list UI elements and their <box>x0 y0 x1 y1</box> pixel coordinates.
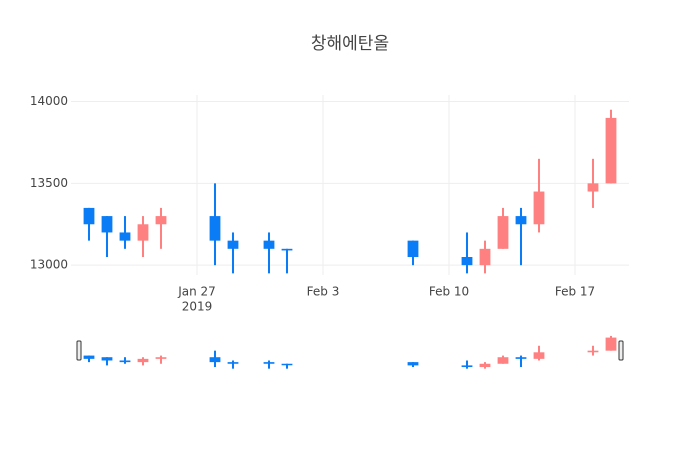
slider-candle-body <box>515 357 527 359</box>
x-tick-label: Jan 27 <box>177 285 216 299</box>
slider-candle-body <box>155 357 167 359</box>
range-slider[interactable] <box>71 330 629 372</box>
candle-body <box>281 248 293 251</box>
candle-body <box>497 216 509 249</box>
x-tick-label: Feb 10 <box>429 285 469 299</box>
slider-candle-body <box>227 362 239 364</box>
candle-body <box>263 240 275 249</box>
slider-candle-body <box>101 357 113 361</box>
slider-candle-body <box>119 360 131 363</box>
slider-candle-body <box>479 363 491 368</box>
y-tick-label: 13500 <box>30 176 68 190</box>
slider-candle-body <box>209 357 221 363</box>
slider-candle-body <box>83 355 95 359</box>
y-tick-label: 13000 <box>30 258 68 272</box>
candle-body <box>605 117 617 184</box>
x-tick-sublabel: 2019 <box>182 300 213 314</box>
slider-candle-body <box>497 357 509 364</box>
candle-body <box>479 248 491 266</box>
slider-handle[interactable] <box>76 340 82 361</box>
slider-candle-body <box>281 363 293 366</box>
slider-candle-body <box>587 350 599 353</box>
slider-handle[interactable] <box>618 340 624 361</box>
candle-body <box>515 216 527 225</box>
candle-body <box>83 207 95 225</box>
candle-body <box>137 224 149 241</box>
slider-candle-body <box>407 362 419 366</box>
candle-body <box>227 240 239 249</box>
candle-body <box>209 216 221 241</box>
candle-body <box>119 232 131 241</box>
candle-body <box>101 216 113 233</box>
slider-candle-body <box>533 352 545 359</box>
candle-body <box>155 216 167 225</box>
y-tick-label: 14000 <box>30 94 68 108</box>
x-tick-label: Feb 17 <box>555 285 595 299</box>
slider-candle-body <box>263 362 275 364</box>
slider-candle-body <box>605 337 617 351</box>
candle-body <box>587 183 599 192</box>
slider-candle-body <box>137 358 149 363</box>
candle-body <box>461 257 473 266</box>
x-tick-label: Feb 3 <box>307 285 340 299</box>
candle-body <box>407 240 419 257</box>
chart-title: 창해에탄올 <box>311 34 389 54</box>
slider-candle-body <box>461 365 473 368</box>
candle-body <box>533 191 545 225</box>
